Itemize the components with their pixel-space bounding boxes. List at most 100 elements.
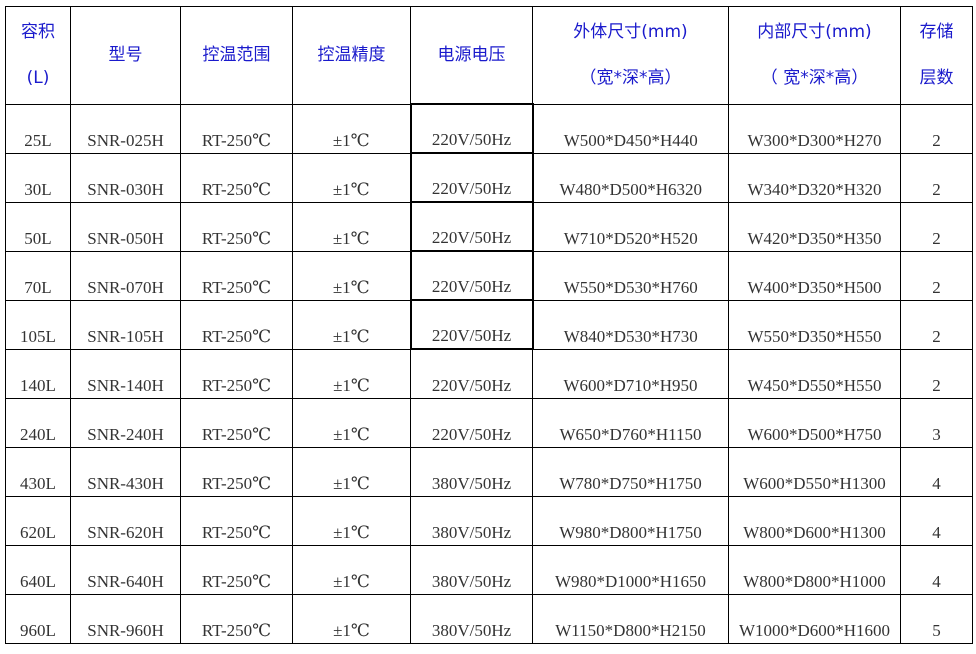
cell-outer-size: W710*D520*H520	[532, 201, 729, 252]
table-row: 960L SNR-960H RT-250℃ ±1℃ 380V/50Hz W1150*D80…	[5, 593, 973, 644]
table-row: 25L SNR-025H RT-250℃ ±1℃ 220V/50Hz W500*D450*…	[5, 103, 973, 154]
cell-inner-size: W600*D550*H1300	[728, 446, 901, 497]
cell-temp-range: RT-250℃	[180, 250, 293, 301]
table-row: 240L SNR-240H RT-250℃ ±1℃ 220V/50Hz W650*D760…	[5, 397, 973, 448]
cell-temp-accuracy: ±1℃	[292, 544, 411, 595]
cell-temp-range: RT-250℃	[180, 103, 293, 154]
cell-temp-accuracy: ±1℃	[292, 250, 411, 301]
cell-outer-size: W980*D1000*H1650	[532, 544, 729, 595]
cell-shelves: 3	[900, 397, 973, 448]
cell-inner-size: W340*D320*H320	[728, 152, 901, 203]
cell-volume: 30L	[5, 152, 71, 203]
cell-inner-size: W420*D350*H350	[728, 201, 901, 252]
header-model: 型号	[70, 6, 181, 105]
header-inner-size: 内部尺寸(mm) （ 宽*深*高）	[728, 6, 901, 105]
cell-outer-size: W500*D450*H440	[532, 103, 729, 154]
header-shelves: 存储 层数	[900, 6, 973, 105]
cell-outer-size: W600*D710*H950	[532, 348, 729, 399]
header-temp-range: 控温范围	[180, 6, 293, 105]
cell-temp-accuracy: ±1℃	[292, 495, 411, 546]
header-voltage: 电源电压	[410, 6, 533, 105]
cell-outer-size: W1150*D800*H2150	[532, 593, 729, 644]
cell-voltage: 380V/50Hz	[410, 593, 533, 644]
cell-shelves: 2	[900, 250, 973, 301]
cell-voltage: 220V/50Hz	[409, 103, 534, 154]
cell-voltage: 220V/50Hz	[409, 201, 534, 252]
table-row: 70L SNR-070H RT-250℃ ±1℃ 220V/50Hz W550*D530*…	[5, 250, 973, 301]
table-row: 430L SNR-430H RT-250℃ ±1℃ 380V/50Hz W780*D750…	[5, 446, 973, 497]
table-row: 105L SNR-105H RT-250℃ ±1℃ 220V/50Hz W840*D530…	[5, 299, 973, 350]
table-row: 620L SNR-620H RT-250℃ ±1℃ 380V/50Hz W980*D800…	[5, 495, 973, 546]
cell-inner-size: W400*D350*H500	[728, 250, 901, 301]
cell-inner-size: W300*D300*H270	[728, 103, 901, 154]
cell-temp-accuracy: ±1℃	[292, 446, 411, 497]
cell-volume: 240L	[5, 397, 71, 448]
cell-volume: 140L	[5, 348, 71, 399]
cell-shelves: 2	[900, 299, 973, 350]
cell-outer-size: W550*D530*H760	[532, 250, 729, 301]
table-row: 640L SNR-640H RT-250℃ ±1℃ 380V/50Hz W980*D100…	[5, 544, 973, 595]
cell-shelves: 4	[900, 446, 973, 497]
cell-temp-accuracy: ±1℃	[292, 201, 411, 252]
cell-voltage: 220V/50Hz	[409, 250, 534, 301]
cell-inner-size: W1000*D600*H1600	[728, 593, 901, 644]
cell-shelves: 2	[900, 348, 973, 399]
cell-temp-range: RT-250℃	[180, 152, 293, 203]
cell-temp-accuracy: ±1℃	[292, 299, 411, 350]
cell-temp-range: RT-250℃	[180, 593, 293, 644]
cell-shelves: 4	[900, 544, 973, 595]
cell-model: SNR-140H	[70, 348, 181, 399]
table-row: 140L SNR-140H RT-250℃ ±1℃ 220V/50Hz W600*D710…	[5, 348, 973, 399]
cell-temp-accuracy: ±1℃	[292, 152, 411, 203]
cell-shelves: 4	[900, 495, 973, 546]
cell-temp-range: RT-250℃	[180, 446, 293, 497]
table-row: 50L SNR-050H RT-250℃ ±1℃ 220V/50Hz W710*D520*…	[5, 201, 973, 252]
cell-model: SNR-030H	[70, 152, 181, 203]
cell-volume: 960L	[5, 593, 71, 644]
header-outer-size: 外体尺寸(mm) （宽*深*高）	[532, 6, 729, 105]
header-temp-accuracy: 控温精度	[292, 6, 411, 105]
cell-temp-range: RT-250℃	[180, 348, 293, 399]
cell-temp-accuracy: ±1℃	[292, 103, 411, 154]
cell-volume: 620L	[5, 495, 71, 546]
cell-inner-size: W800*D800*H1000	[728, 544, 901, 595]
cell-voltage: 220V/50Hz	[410, 397, 533, 448]
cell-inner-size: W450*D550*H550	[728, 348, 901, 399]
cell-outer-size: W480*D500*H6320	[532, 152, 729, 203]
cell-volume: 105L	[5, 299, 71, 350]
cell-outer-size: W980*D800*H1750	[532, 495, 729, 546]
cell-inner-size: W600*D500*H750	[728, 397, 901, 448]
cell-model: SNR-050H	[70, 201, 181, 252]
table-header-row: 容积 (L) 型号 控温范围 控温精度 电源电压 外体尺寸(mm) （宽*深*高） …	[5, 6, 973, 105]
header-volume: 容积 (L)	[5, 6, 71, 105]
cell-temp-accuracy: ±1℃	[292, 348, 411, 399]
cell-voltage: 380V/50Hz	[410, 495, 533, 546]
cell-volume: 430L	[5, 446, 71, 497]
cell-voltage: 220V/50Hz	[410, 348, 533, 399]
cell-model: SNR-070H	[70, 250, 181, 301]
cell-model: SNR-620H	[70, 495, 181, 546]
cell-model: SNR-025H	[70, 103, 181, 154]
cell-inner-size: W800*D600*H1300	[728, 495, 901, 546]
cell-inner-size: W550*D350*H550	[728, 299, 901, 350]
cell-temp-range: RT-250℃	[180, 495, 293, 546]
cell-shelves: 2	[900, 201, 973, 252]
product-spec-table: 容积 (L) 型号 控温范围 控温精度 电源电压 外体尺寸(mm) （宽*深*高） …	[5, 6, 973, 644]
cell-voltage: 220V/50Hz	[409, 152, 534, 203]
cell-model: SNR-960H	[70, 593, 181, 644]
cell-volume: 25L	[5, 103, 71, 154]
cell-shelves: 2	[900, 152, 973, 203]
cell-voltage: 380V/50Hz	[410, 544, 533, 595]
cell-shelves: 5	[900, 593, 973, 644]
cell-temp-range: RT-250℃	[180, 544, 293, 595]
cell-outer-size: W650*D760*H1150	[532, 397, 729, 448]
cell-temp-range: RT-250℃	[180, 397, 293, 448]
cell-model: SNR-105H	[70, 299, 181, 350]
cell-temp-range: RT-250℃	[180, 201, 293, 252]
cell-voltage: 380V/50Hz	[410, 446, 533, 497]
cell-temp-range: RT-250℃	[180, 299, 293, 350]
cell-outer-size: W780*D750*H1750	[532, 446, 729, 497]
cell-temp-accuracy: ±1℃	[292, 593, 411, 644]
cell-volume: 640L	[5, 544, 71, 595]
cell-temp-accuracy: ±1℃	[292, 397, 411, 448]
